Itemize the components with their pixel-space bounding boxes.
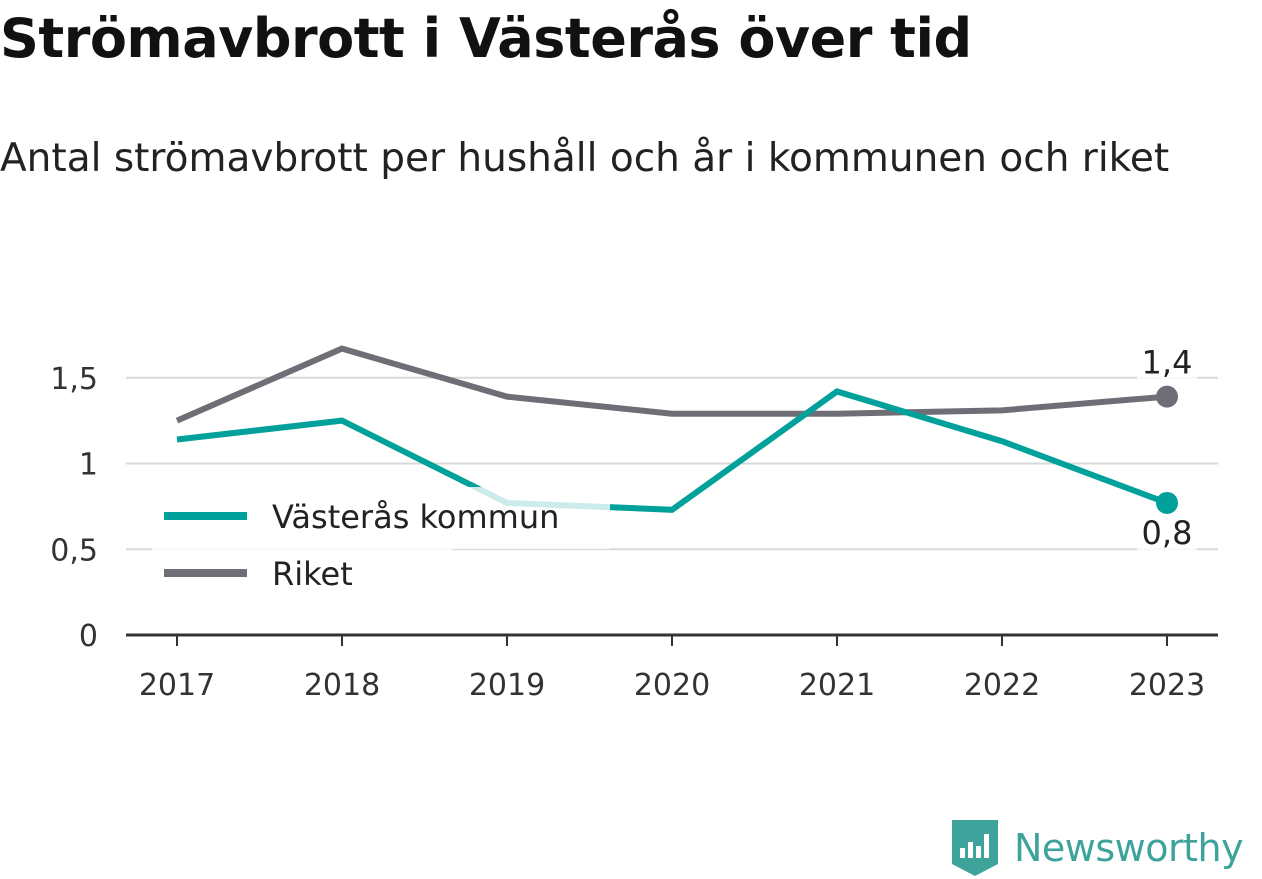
logo-text: Newsworthy bbox=[1014, 826, 1244, 870]
y-tick-label: 1 bbox=[79, 448, 98, 483]
x-tick-label: 2021 bbox=[799, 668, 875, 703]
x-tick-label: 2022 bbox=[964, 668, 1040, 703]
end-label-backdrop bbox=[1137, 346, 1197, 383]
x-tick-label: 2018 bbox=[304, 668, 380, 703]
legend-label: Västerås kommun bbox=[272, 498, 559, 536]
bar-chart-badge-icon bbox=[952, 820, 998, 876]
series-end-point bbox=[1156, 385, 1178, 408]
end-value-label: 1,4 bbox=[1142, 344, 1193, 382]
series-line bbox=[175, 345, 1168, 424]
x-tick-label: 2019 bbox=[469, 668, 545, 703]
end-labels: 0,8 1,4 bbox=[1137, 344, 1197, 553]
x-tick-label: 2017 bbox=[139, 668, 215, 703]
x-tick-label: 2020 bbox=[634, 668, 710, 703]
legend: Västerås kommun Riket bbox=[152, 487, 610, 599]
y-tick-label: 0,5 bbox=[50, 533, 98, 568]
chart-subtitle: Antal strömavbrott per hushåll och år i … bbox=[0, 136, 1170, 181]
end-label-backdrop bbox=[1137, 516, 1197, 553]
newsworthy-logo: Newsworthy bbox=[950, 818, 1244, 878]
x-tick-label: 2023 bbox=[1129, 668, 1205, 703]
legend-label: Riket bbox=[272, 555, 353, 593]
series-lines bbox=[175, 345, 1178, 514]
axes: 0 0,5 1 1,5 2017 2018 2019 2020 2021 2022 2023 bbox=[50, 362, 1218, 703]
series-line bbox=[176, 388, 1169, 513]
end-value-label: 0,8 bbox=[1142, 514, 1193, 552]
chart-title: Strömavbrott i Västerås över tid bbox=[0, 7, 972, 70]
y-tick-label: 0 bbox=[79, 619, 98, 654]
y-tick-label: 1,5 bbox=[50, 362, 98, 397]
series-end-point bbox=[1156, 491, 1178, 514]
